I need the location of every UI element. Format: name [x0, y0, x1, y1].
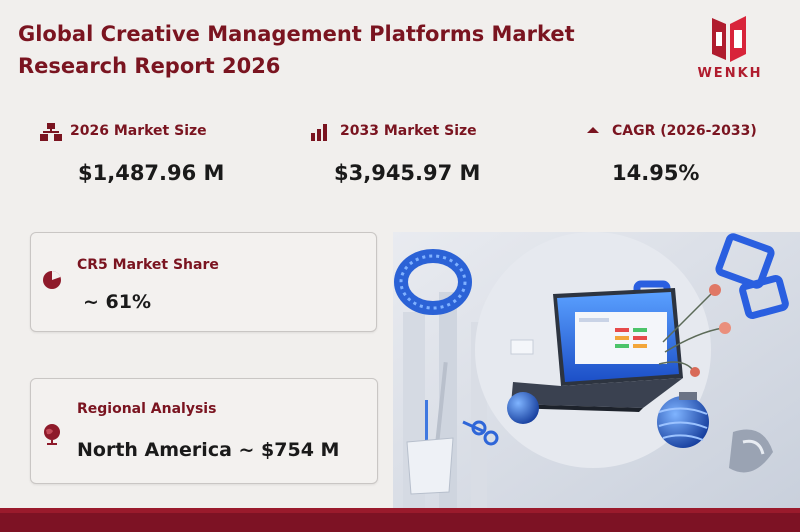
card-label: CR5 Market Share — [77, 257, 219, 273]
stat-cagr: CAGR (2026-2033) 14.95% — [582, 123, 792, 193]
card-value: ~ 61% — [83, 291, 152, 313]
bar-chart-icon — [311, 124, 327, 141]
stat-label: 2033 Market Size — [340, 123, 477, 139]
org-chart-icon — [40, 123, 62, 141]
pie-chart-icon — [43, 271, 61, 289]
hero-illustration — [393, 232, 800, 508]
up-triangle-icon — [587, 127, 599, 133]
stat-value: $3,945.97 M — [334, 161, 481, 185]
report-title-line1: Global Creative Management Platforms Mar… — [18, 22, 575, 46]
brand-logo: WENKH — [680, 14, 780, 94]
globe-icon — [44, 424, 60, 445]
stat-value: 14.95% — [612, 161, 700, 185]
stat-market-2033: 2033 Market Size $3,945.97 M — [310, 123, 550, 193]
stat-label: CAGR (2026-2033) — [612, 123, 757, 139]
stat-value: $1,487.96 M — [78, 161, 225, 185]
report-title-line2: Research Report 2026 — [18, 54, 281, 78]
bottom-bar — [0, 508, 800, 532]
bottom-bar-strip — [0, 508, 800, 513]
stat-market-2026: 2026 Market Size $1,487.96 M — [40, 123, 280, 193]
card-regional-analysis: Regional Analysis North America ~ $754 M — [30, 378, 378, 484]
card-value: North America ~ $754 M — [77, 439, 340, 461]
laptop-scene-image — [393, 232, 800, 508]
logo-mark-icon — [712, 16, 746, 62]
logo-text: WENKH — [697, 66, 763, 81]
card-cr5-share: CR5 Market Share ~ 61% — [30, 232, 377, 332]
card-label: Regional Analysis — [77, 401, 217, 417]
report-title: Global Creative Management Platforms Mar… — [18, 18, 618, 82]
stat-label: 2026 Market Size — [70, 123, 207, 139]
